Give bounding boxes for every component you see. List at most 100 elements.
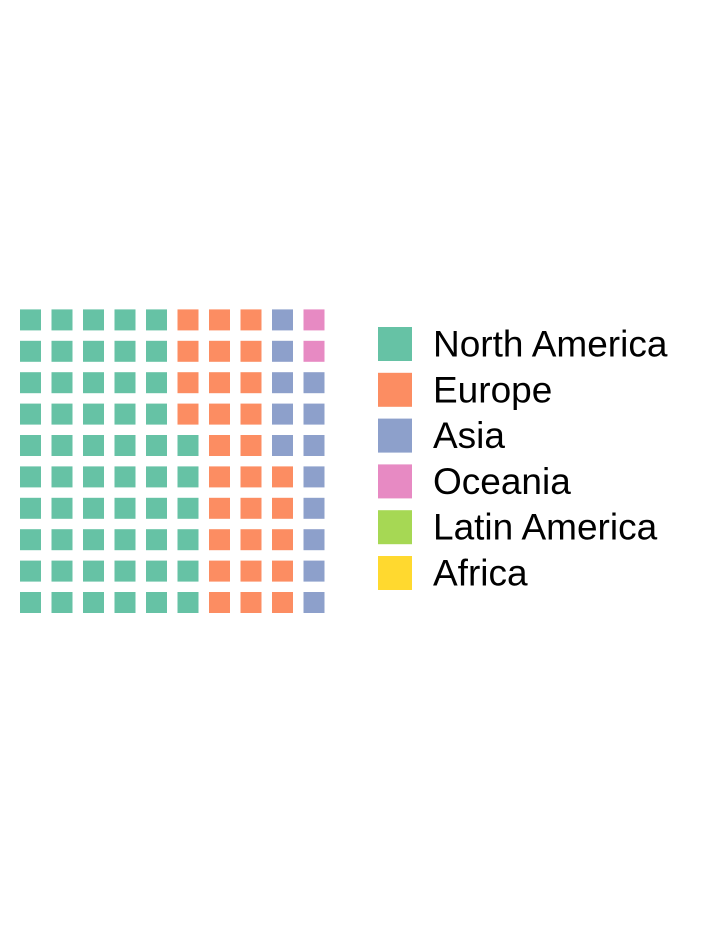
waffle-cell-north-america	[114, 309, 136, 331]
waffle-cell-north-america	[114, 592, 136, 613]
waffle-cell-europe	[209, 560, 230, 582]
waffle-cell-europe	[209, 403, 230, 425]
legend-label-africa: Africa	[433, 553, 528, 594]
legend-label-north-america: North America	[433, 324, 668, 365]
waffle-cell-north-america	[177, 560, 199, 582]
waffle-cell-north-america	[83, 560, 104, 582]
waffle-cell-europe	[209, 529, 230, 551]
waffle-cell-north-america	[20, 309, 41, 331]
waffle-cell-europe	[209, 592, 230, 613]
waffle-cell-europe	[272, 529, 293, 551]
waffle-cell-asia	[303, 466, 325, 488]
waffle-cell-asia	[303, 403, 325, 425]
waffle-cell-north-america	[83, 435, 104, 456]
waffle-cell-asia	[272, 372, 293, 394]
waffle-cell-north-america	[51, 403, 73, 425]
waffle-cell-north-america	[177, 529, 199, 551]
waffle-cell-north-america	[20, 340, 41, 362]
waffle-cell-north-america	[146, 560, 167, 582]
waffle-cell-north-america	[146, 529, 167, 551]
waffle-cell-north-america	[51, 309, 73, 331]
waffle-cell-europe	[209, 435, 230, 456]
waffle-cell-asia	[303, 560, 325, 582]
waffle-cell-europe	[209, 340, 230, 362]
waffle-cell-north-america	[83, 592, 104, 613]
waffle-cell-north-america	[114, 340, 136, 362]
legend-label-asia: Asia	[433, 415, 505, 456]
waffle-cell-north-america	[177, 435, 199, 456]
waffle-cell-europe	[240, 529, 262, 551]
waffle-cell-north-america	[51, 435, 73, 456]
waffle-cell-north-america	[146, 340, 167, 362]
waffle-cell-north-america	[51, 497, 73, 519]
waffle-cell-north-america	[20, 372, 41, 394]
waffle-cell-north-america	[20, 592, 41, 613]
waffle-cell-north-america	[177, 466, 199, 488]
waffle-cell-europe	[209, 309, 230, 331]
waffle-cell-asia	[272, 309, 293, 331]
waffle-cell-north-america	[114, 372, 136, 394]
waffle-cell-north-america	[20, 529, 41, 551]
legend-key-north-america	[378, 327, 412, 361]
waffle-cell-north-america	[20, 466, 41, 488]
waffle-cell-asia	[303, 529, 325, 551]
waffle-cell-europe	[272, 466, 293, 488]
waffle-cell-north-america	[20, 435, 41, 456]
waffle-cell-north-america	[114, 403, 136, 425]
waffle-cell-north-america	[83, 466, 104, 488]
waffle-cell-europe	[240, 435, 262, 456]
waffle-cell-asia	[272, 340, 293, 362]
waffle-cell-europe	[177, 309, 199, 331]
waffle-cell-north-america	[51, 340, 73, 362]
waffle-cell-europe	[209, 372, 230, 394]
waffle-cell-europe	[209, 497, 230, 519]
waffle-cell-europe	[240, 340, 262, 362]
waffle-cell-europe	[177, 403, 199, 425]
waffle-cell-north-america	[146, 497, 167, 519]
waffle-cell-north-america	[51, 592, 73, 613]
waffle-cell-north-america	[83, 340, 104, 362]
waffle-cell-north-america	[83, 372, 104, 394]
waffle-cell-oceania	[303, 309, 325, 331]
waffle-cell-north-america	[146, 592, 167, 613]
waffle-cell-europe	[240, 497, 262, 519]
legend-label-latin-america: Latin America	[433, 507, 658, 548]
waffle-cell-north-america	[146, 403, 167, 425]
waffle-cell-europe	[240, 309, 262, 331]
waffle-cell-europe	[272, 592, 293, 613]
waffle-cell-europe	[240, 372, 262, 394]
waffle-cell-europe	[272, 497, 293, 519]
waffle-cell-north-america	[20, 403, 41, 425]
legend-key-africa	[378, 556, 412, 590]
waffle-cell-asia	[303, 497, 325, 519]
legend-key-oceania	[378, 464, 412, 499]
waffle-cell-asia	[272, 403, 293, 425]
waffle-cell-europe	[209, 466, 230, 488]
waffle-cell-north-america	[83, 309, 104, 331]
waffle-cell-asia	[303, 592, 325, 613]
waffle-cell-north-america	[83, 497, 104, 519]
waffle-cell-north-america	[51, 560, 73, 582]
waffle-cell-europe	[240, 560, 262, 582]
waffle-cell-oceania	[303, 340, 325, 362]
waffle-cell-north-america	[114, 497, 136, 519]
waffle-cell-north-america	[146, 372, 167, 394]
waffle-cell-north-america	[114, 466, 136, 488]
waffle-cell-asia	[303, 435, 325, 456]
waffle-cell-north-america	[177, 497, 199, 519]
waffle-cell-north-america	[146, 466, 167, 488]
waffle-cell-europe	[240, 466, 262, 488]
waffle-cell-north-america	[146, 309, 167, 331]
waffle-cell-asia	[272, 435, 293, 456]
legend-key-asia	[378, 418, 412, 453]
waffle-cell-north-america	[20, 497, 41, 519]
waffle-cell-north-america	[51, 529, 73, 551]
waffle-cell-europe	[240, 403, 262, 425]
waffle-cell-north-america	[83, 403, 104, 425]
waffle-cell-asia	[303, 372, 325, 394]
waffle-cell-north-america	[114, 529, 136, 551]
waffle-cell-north-america	[51, 466, 73, 488]
